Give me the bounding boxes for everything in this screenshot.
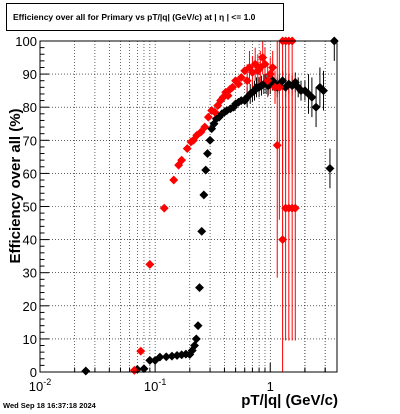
- y-tick-label: 90: [23, 67, 37, 82]
- y-tick-label: 10: [23, 332, 37, 347]
- black-data-point: [155, 352, 165, 362]
- black-data-point: [311, 102, 321, 112]
- y-tick-label: 60: [23, 166, 37, 181]
- red-data-point: [223, 91, 233, 101]
- black-data-point: [197, 226, 207, 236]
- y-tick-label: 40: [23, 233, 37, 248]
- red-data-point: [236, 72, 246, 82]
- red-data-point: [177, 155, 187, 165]
- black-data-point: [202, 148, 213, 159]
- y-tick-label: 70: [23, 133, 37, 148]
- y-tick-label: 0: [30, 365, 37, 380]
- red-data-point: [196, 127, 206, 137]
- red-data-point: [278, 235, 288, 245]
- grid-layer: [40, 41, 337, 372]
- red-data-point: [250, 59, 260, 69]
- black-data-point: [201, 165, 211, 175]
- footer-timestamp: Wed Sep 18 16:37:18 2024: [3, 401, 96, 410]
- red-data-point: [203, 112, 213, 122]
- red-data-point: [290, 203, 300, 213]
- red-data-point: [268, 62, 278, 73]
- y-tick-label: 20: [23, 299, 37, 314]
- black-data-point: [189, 340, 200, 351]
- red-series-layer: [129, 36, 300, 375]
- red-data-point: [260, 59, 270, 69]
- x-tick-labels: 10-2 10-1 1: [29, 377, 274, 394]
- y-tick-label: 30: [23, 266, 37, 281]
- red-data-point: [136, 346, 146, 356]
- black-data-point: [191, 334, 201, 344]
- red-data-point: [169, 175, 179, 185]
- black-data-point: [193, 321, 203, 331]
- y-tick-label: 80: [23, 100, 37, 115]
- x-tick-label: 10-1: [144, 377, 166, 394]
- red-data-point: [227, 82, 238, 92]
- chart-title: Efficiency over all for Primary vs pT/|q…: [6, 3, 284, 31]
- red-data-point: [182, 144, 192, 154]
- black-data-point: [325, 163, 335, 173]
- red-data-point: [258, 52, 268, 63]
- red-data-point: [274, 82, 284, 92]
- black-series-layer: [81, 36, 339, 376]
- black-data-point: [205, 135, 215, 145]
- red-data-point: [145, 259, 155, 269]
- red-data-point: [233, 79, 244, 89]
- black-data-point: [199, 190, 209, 200]
- red-data-point: [265, 69, 275, 79]
- tick-layer: [39, 40, 326, 373]
- red-data-point: [210, 107, 220, 117]
- red-data-point: [159, 203, 169, 213]
- red-data-point: [272, 140, 282, 150]
- black-data-point: [81, 366, 91, 376]
- x-tick-label: 1: [267, 379, 274, 394]
- red-data-point: [242, 76, 252, 86]
- y-tick-labels: 0 10 20 30 40 50 60 70 80 90 100: [15, 34, 37, 380]
- y-axis-title: Efficiency over all (%): [7, 108, 24, 263]
- black-data-point: [194, 283, 205, 293]
- black-data-point: [318, 86, 329, 96]
- black-data-point: [307, 92, 317, 102]
- x-axis-title: pT/|q| (GeV/c): [241, 392, 338, 409]
- y-tick-label: 50: [23, 200, 37, 215]
- black-data-point: [278, 76, 288, 86]
- red-data-point: [200, 122, 210, 132]
- red-data-point: [263, 76, 273, 86]
- x-tick-label: 10-2: [29, 377, 51, 394]
- y-tick-label: 100: [15, 34, 37, 49]
